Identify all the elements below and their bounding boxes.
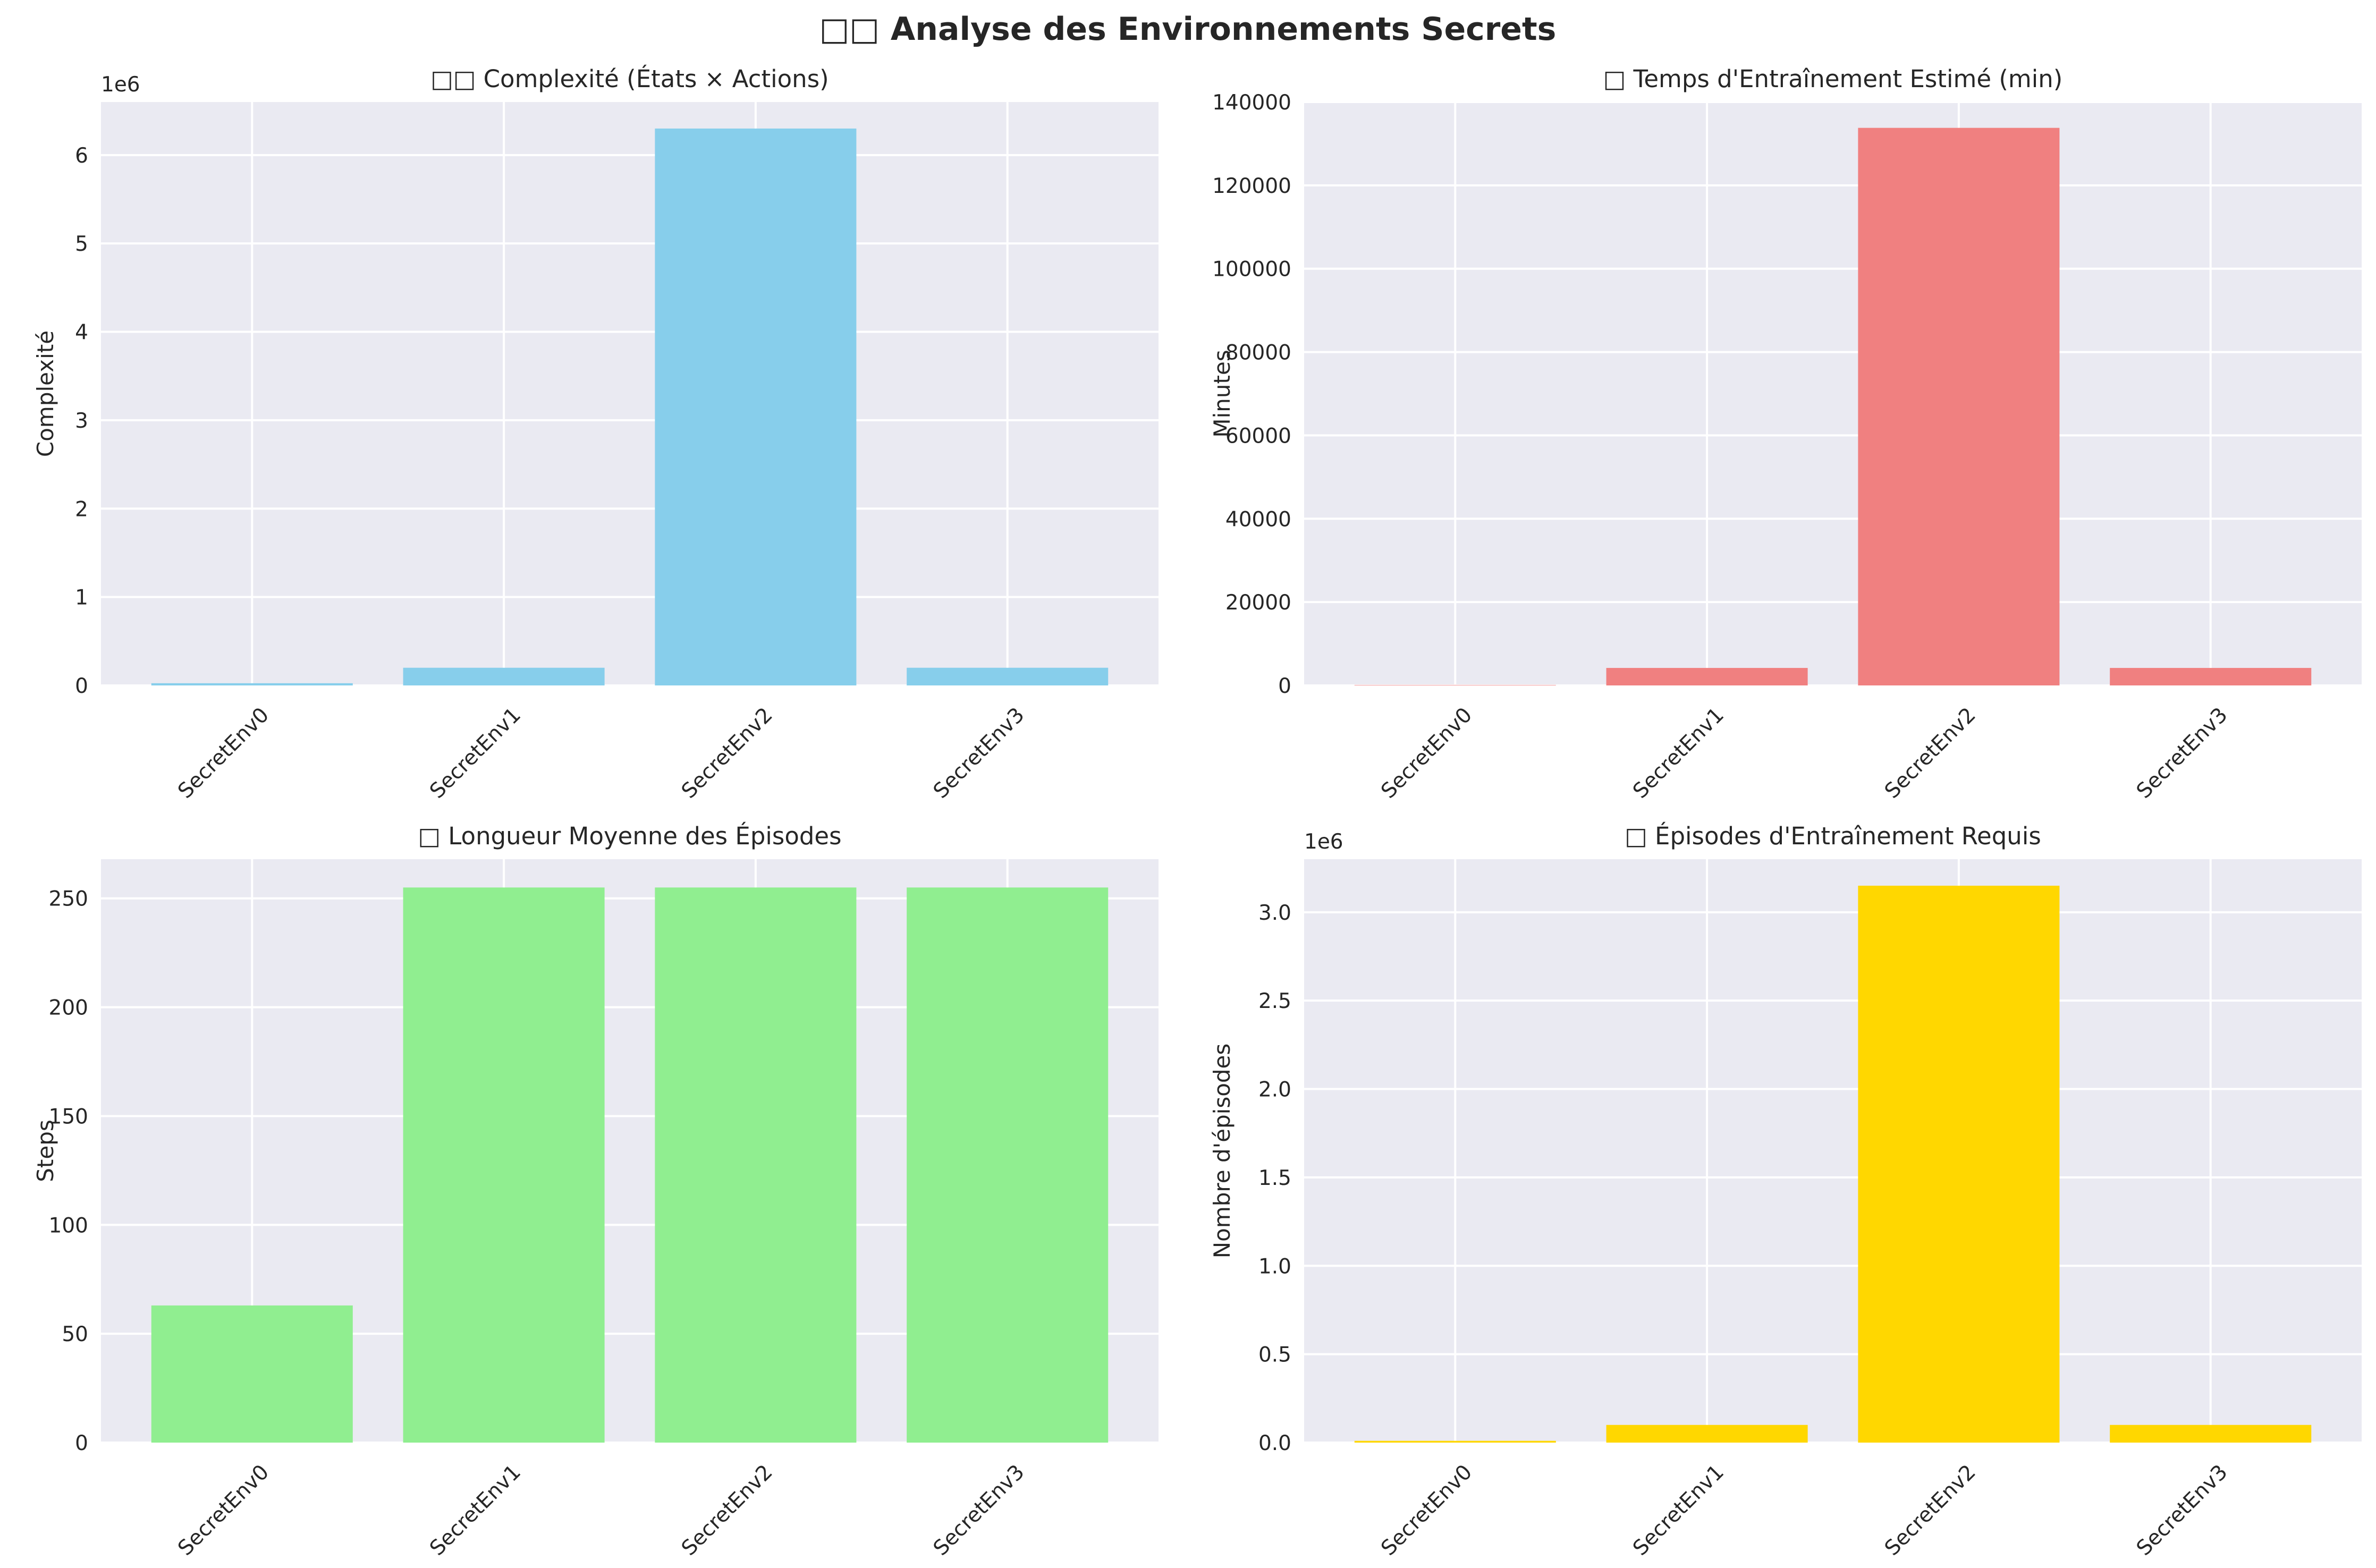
y-tick-label: 250 bbox=[49, 887, 88, 911]
x-tick-label: SecretEnv3 bbox=[929, 1460, 1029, 1561]
x-tick-label: SecretEnv0 bbox=[173, 1460, 274, 1561]
y-axis-label: Complexité bbox=[32, 330, 58, 457]
y-axis-label: Steps bbox=[32, 1120, 58, 1182]
axes-background bbox=[1304, 102, 2362, 685]
x-tick-label: SecretEnv2 bbox=[1880, 703, 1981, 803]
y-tick-label: 140000 bbox=[1212, 91, 1291, 115]
x-tick-label: SecretEnv0 bbox=[173, 703, 274, 803]
subplots: 0 1 2 3 4 5 6 SecretEnv0 SecretEnv1 SecretEnv2 Sec… bbox=[32, 65, 2362, 1561]
y-tick-label: 150 bbox=[49, 1105, 88, 1129]
y-tick-label: 0 bbox=[1278, 674, 1291, 698]
y-tick-label: 5 bbox=[75, 232, 88, 256]
subplot-title: □ Épisodes d'Entraînement Requis bbox=[1625, 822, 2041, 850]
subplot-3: 0 50 100 150 200 250 SecretEnv0 SecretEnv1 Secre… bbox=[32, 822, 1159, 1561]
x-tick-label: SecretEnv2 bbox=[677, 1460, 777, 1561]
bar-secretenv2 bbox=[1858, 128, 2060, 685]
y-tick-label: 80000 bbox=[1225, 341, 1291, 365]
y-tick-label: 50 bbox=[62, 1323, 88, 1346]
bar-secretenv1 bbox=[1606, 668, 1808, 685]
subplot-title: □ Temps d'Entraînement Estimé (min) bbox=[1603, 65, 2063, 93]
y-tick-label: 1.5 bbox=[1258, 1166, 1291, 1190]
y-tick-label: 200 bbox=[49, 996, 88, 1020]
subplot-4: 0.0 0.5 1.0 1.5 2.0 2.5 3.0 SecretEnv0 SecretEnv… bbox=[1209, 822, 2362, 1561]
x-tick-label: SecretEnv0 bbox=[1376, 1460, 1477, 1561]
y-tick-label: 2.0 bbox=[1258, 1078, 1291, 1102]
x-tick-label: SecretEnv1 bbox=[425, 703, 526, 803]
bar-secretenv3 bbox=[2110, 1425, 2312, 1443]
axis-offset-text: 1e6 bbox=[101, 73, 140, 97]
bar-secretenv2 bbox=[655, 887, 857, 1443]
x-tick-label: SecretEnv1 bbox=[1628, 1460, 1729, 1561]
bar-secretenv2 bbox=[655, 128, 857, 686]
bar-secretenv1 bbox=[403, 667, 605, 685]
bar-secretenv1 bbox=[403, 887, 605, 1443]
subplot-title: □ Longueur Moyenne des Épisodes bbox=[418, 822, 841, 850]
y-tick-label: 0.5 bbox=[1258, 1343, 1291, 1367]
y-tick-label: 120000 bbox=[1212, 174, 1291, 198]
y-tick-label: 2 bbox=[75, 497, 88, 521]
axes-background bbox=[1304, 859, 2362, 1443]
y-tick-label: 100 bbox=[49, 1214, 88, 1238]
y-axis-label: Minutes bbox=[1209, 350, 1235, 437]
y-tick-label: 3 bbox=[75, 409, 88, 433]
bar-secretenv1 bbox=[1606, 1425, 1808, 1443]
y-tick-label: 60000 bbox=[1225, 424, 1291, 448]
figure-title: □□ Analyse des Environnements Secrets bbox=[819, 11, 1557, 48]
y-tick-label: 0 bbox=[75, 674, 88, 698]
bar-secretenv3 bbox=[907, 667, 1109, 685]
bar-secretenv3 bbox=[2110, 668, 2312, 685]
y-tick-label: 4 bbox=[75, 321, 88, 345]
y-tick-label: 1.0 bbox=[1258, 1255, 1291, 1278]
x-tick-label: SecretEnv2 bbox=[1880, 1460, 1981, 1561]
x-tick-label: SecretEnv3 bbox=[2132, 1460, 2233, 1561]
axis-offset-text: 1e6 bbox=[1304, 830, 1343, 854]
subplot-2: 0 20000 40000 60000 80000 100000 120000 140000 S… bbox=[1209, 65, 2362, 803]
y-tick-label: 0.0 bbox=[1258, 1431, 1291, 1455]
y-tick-label: 20000 bbox=[1225, 591, 1291, 615]
bar-secretenv0 bbox=[151, 1305, 353, 1443]
bar-secretenv0 bbox=[1354, 1440, 1556, 1443]
bar-secretenv0 bbox=[151, 683, 353, 685]
x-tick-label: SecretEnv1 bbox=[425, 1460, 526, 1561]
y-tick-label: 0 bbox=[75, 1431, 88, 1455]
y-tick-label: 2.5 bbox=[1258, 989, 1291, 1013]
x-tick-label: SecretEnv0 bbox=[1376, 703, 1477, 803]
y-tick-label: 3.0 bbox=[1258, 901, 1291, 925]
subplot-1: 0 1 2 3 4 5 6 SecretEnv0 SecretEnv1 SecretEnv2 Sec… bbox=[32, 65, 1159, 803]
x-tick-label: SecretEnv3 bbox=[2132, 703, 2233, 803]
x-tick-label: SecretEnv1 bbox=[1628, 703, 1729, 803]
x-tick-label: SecretEnv2 bbox=[677, 703, 777, 803]
bar-secretenv3 bbox=[907, 887, 1109, 1443]
axes-background bbox=[101, 102, 1159, 685]
y-tick-label: 100000 bbox=[1212, 258, 1291, 282]
x-tick-label: SecretEnv3 bbox=[929, 703, 1029, 803]
y-tick-label: 40000 bbox=[1225, 507, 1291, 531]
y-axis-label: Nombre d'épisodes bbox=[1209, 1044, 1235, 1259]
y-tick-label: 6 bbox=[75, 144, 88, 168]
y-tick-label: 1 bbox=[75, 586, 88, 610]
bar-secretenv2 bbox=[1858, 885, 2060, 1443]
subplot-title: □□ Complexité (États × Actions) bbox=[430, 65, 828, 93]
